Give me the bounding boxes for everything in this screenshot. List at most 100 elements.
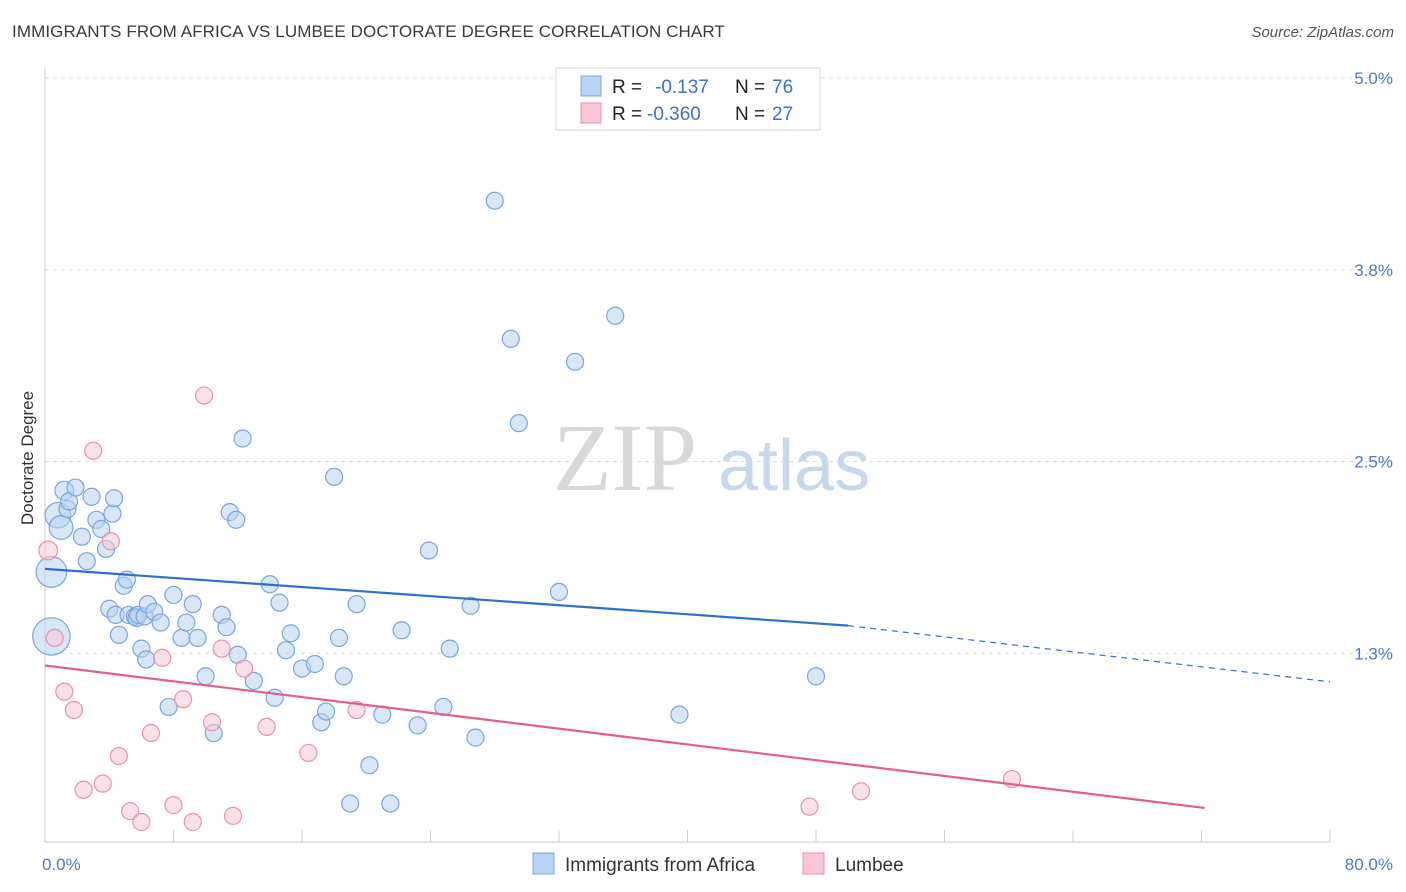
point-blue-12 bbox=[92, 519, 111, 539]
point-blue-40 bbox=[217, 618, 236, 637]
point-blue-35 bbox=[183, 595, 202, 614]
legend-n-label-pink: N = bbox=[735, 104, 765, 125]
point-pink-10 bbox=[132, 812, 151, 832]
point-pink-11 bbox=[141, 723, 161, 743]
y-tick-label-3: 5.0% bbox=[1354, 69, 1393, 88]
point-blue-60 bbox=[360, 756, 379, 775]
point-blue-47 bbox=[265, 688, 284, 707]
point-blue-69 bbox=[466, 728, 485, 747]
point-blue-59 bbox=[347, 595, 366, 614]
point-blue-55 bbox=[325, 467, 344, 486]
point-pink-20 bbox=[235, 659, 254, 678]
x-tick-label-0: 0.0% bbox=[42, 855, 81, 874]
legend-r-label-blue: R = bbox=[612, 77, 642, 98]
point-blue-1 bbox=[35, 556, 68, 588]
point-blue-64 bbox=[408, 716, 427, 735]
point-blue-57 bbox=[334, 667, 353, 686]
point-blue-37 bbox=[196, 667, 215, 686]
legend-n-value-pink: 27 bbox=[772, 104, 793, 125]
y-tick-label-0: 1.3% bbox=[1354, 644, 1393, 663]
y-tick-label-2: 3.8% bbox=[1354, 261, 1393, 280]
stats-legend: R = -0.137 N = 76 R = -0.360 N = 27 bbox=[555, 67, 821, 131]
point-blue-30 bbox=[151, 613, 170, 632]
point-blue-36 bbox=[188, 628, 207, 648]
legend-n-label-blue: N = bbox=[735, 77, 765, 98]
point-blue-33 bbox=[172, 628, 191, 648]
point-blue-73 bbox=[549, 582, 569, 601]
point-pink-18 bbox=[212, 639, 231, 658]
point-pink-0 bbox=[38, 540, 59, 561]
point-pink-15 bbox=[183, 812, 202, 832]
point-pink-4 bbox=[74, 780, 93, 799]
point-blue-45 bbox=[244, 671, 263, 690]
point-blue-74 bbox=[565, 352, 585, 371]
point-pink-8 bbox=[109, 746, 128, 766]
point-blue-63 bbox=[392, 621, 411, 640]
point-blue-18 bbox=[109, 625, 128, 644]
point-pink-9 bbox=[121, 802, 140, 821]
point-pink-13 bbox=[164, 796, 183, 815]
series-lumbee bbox=[38, 386, 1022, 832]
watermark-zip: ZIP bbox=[553, 404, 697, 511]
point-blue-48 bbox=[270, 593, 289, 612]
point-blue-75 bbox=[606, 306, 625, 325]
point-blue-3 bbox=[48, 514, 74, 540]
watermark-atlas: atlas bbox=[718, 426, 870, 506]
point-pink-6 bbox=[93, 774, 112, 793]
point-blue-16 bbox=[104, 489, 124, 508]
y-tick-label-1: 2.5% bbox=[1354, 453, 1393, 472]
point-blue-31 bbox=[159, 697, 178, 717]
point-pink-17 bbox=[202, 713, 222, 732]
bottom-legend-label-pink: Lumbee bbox=[835, 855, 904, 876]
bottom-legend-label-blue: Immigrants from Africa bbox=[565, 855, 755, 876]
grid-lines bbox=[45, 77, 1392, 654]
point-pink-22 bbox=[299, 743, 318, 763]
point-pink-14 bbox=[174, 690, 193, 709]
legend-r-value-blue: -0.137 bbox=[655, 77, 709, 98]
point-blue-27 bbox=[137, 650, 156, 669]
point-pink-21 bbox=[257, 717, 276, 736]
point-pink-24 bbox=[800, 797, 819, 816]
point-blue-15 bbox=[103, 504, 122, 523]
point-blue-58 bbox=[341, 794, 360, 813]
x-tick-label-1: 80.0% bbox=[1345, 855, 1393, 874]
bottom-legend-swatch-blue bbox=[532, 852, 555, 875]
point-blue-76 bbox=[670, 705, 689, 724]
point-pink-2 bbox=[55, 682, 74, 701]
point-blue-62 bbox=[381, 794, 400, 813]
trend-line-blue bbox=[44, 567, 849, 627]
point-pink-16 bbox=[194, 386, 214, 405]
point-blue-10 bbox=[82, 487, 101, 506]
point-pink-19 bbox=[223, 806, 243, 825]
point-blue-8 bbox=[72, 527, 92, 546]
series-legend: Immigrants from Africa Lumbee bbox=[532, 852, 904, 876]
point-pink-7 bbox=[101, 532, 120, 551]
point-blue-54 bbox=[316, 702, 336, 721]
point-pink-23 bbox=[347, 700, 366, 720]
point-blue-70 bbox=[485, 191, 504, 210]
point-blue-34 bbox=[177, 613, 196, 632]
point-blue-9 bbox=[77, 552, 96, 571]
point-blue-71 bbox=[509, 414, 528, 433]
y-axis-label: Doctorate Degree bbox=[18, 391, 37, 525]
point-pink-5 bbox=[84, 441, 103, 460]
point-blue-42 bbox=[227, 510, 246, 529]
legend-swatch-pink bbox=[580, 102, 602, 124]
point-pink-12 bbox=[153, 648, 172, 667]
bottom-legend-swatch-pink bbox=[802, 852, 825, 875]
point-blue-49 bbox=[276, 641, 296, 660]
point-blue-44 bbox=[233, 429, 252, 448]
point-blue-67 bbox=[440, 639, 459, 658]
point-pink-1 bbox=[45, 628, 64, 648]
watermark: ZIP atlas bbox=[553, 404, 870, 511]
x-tick-labels: 0.0% 80.0% bbox=[42, 855, 1393, 874]
point-blue-32 bbox=[164, 585, 183, 605]
series-immigrants-from-africa bbox=[32, 191, 826, 813]
point-blue-52 bbox=[305, 654, 324, 674]
trend-line-blue-extension bbox=[848, 625, 1331, 683]
source-label: Source: ZipAtlas.com bbox=[1251, 24, 1394, 41]
y-tick-labels: 1.3% 2.5% 3.8% 5.0% bbox=[1354, 69, 1393, 663]
legend-r-label-pink: R = bbox=[612, 104, 642, 125]
trend-line-pink bbox=[44, 664, 1205, 810]
